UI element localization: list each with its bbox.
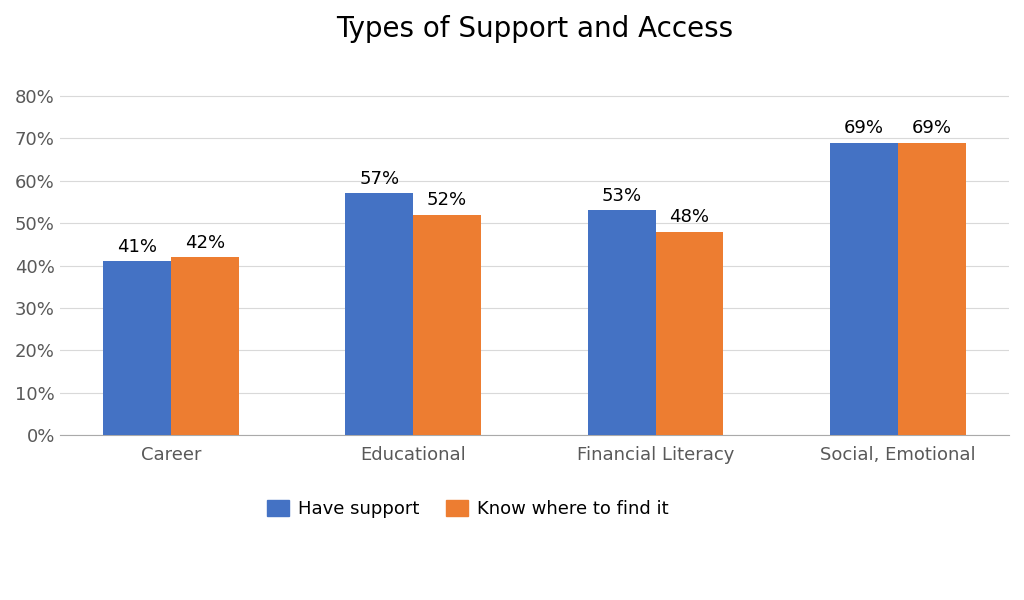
Bar: [413, 215, 481, 435]
Bar: [898, 143, 966, 435]
Bar: [588, 211, 655, 435]
Bar: [102, 262, 171, 435]
Bar: [830, 143, 898, 435]
Text: 69%: 69%: [844, 119, 884, 137]
Bar: [345, 193, 413, 435]
Text: 53%: 53%: [601, 187, 642, 205]
Text: 57%: 57%: [359, 170, 399, 188]
Bar: [655, 232, 723, 435]
Text: 52%: 52%: [427, 191, 467, 209]
Bar: [171, 257, 239, 435]
Legend: Have support, Know where to find it: Have support, Know where to find it: [260, 493, 676, 526]
Text: 41%: 41%: [117, 238, 157, 256]
Title: Types of Support and Access: Types of Support and Access: [336, 15, 733, 43]
Text: 48%: 48%: [670, 208, 710, 226]
Text: 42%: 42%: [184, 233, 224, 251]
Text: 69%: 69%: [912, 119, 952, 137]
